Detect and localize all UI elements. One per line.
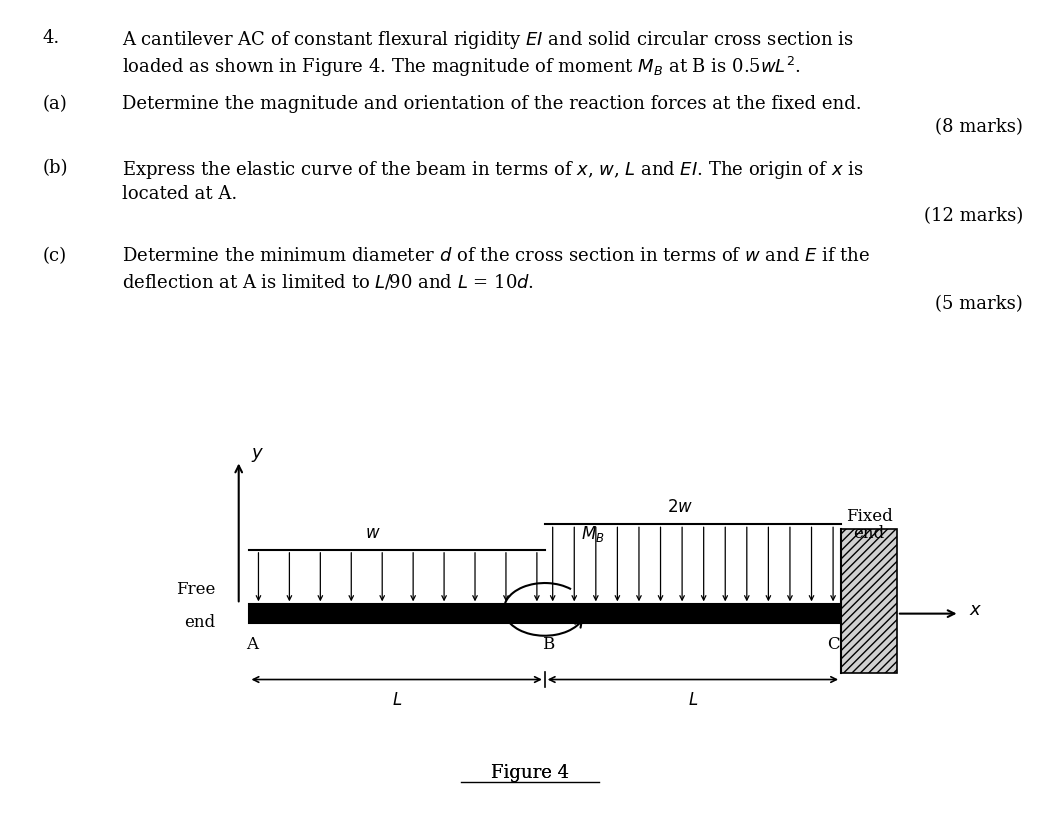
- Text: B: B: [542, 635, 554, 652]
- Text: A: A: [246, 635, 258, 652]
- Text: end: end: [853, 524, 884, 541]
- Text: Figure 4: Figure 4: [491, 763, 569, 782]
- Text: Express the elastic curve of the beam in terms of $x$, $w$, $L$ and $EI$. The or: Express the elastic curve of the beam in…: [122, 159, 863, 181]
- Text: $M_B$: $M_B$: [581, 524, 604, 544]
- Text: located at A.: located at A.: [122, 185, 237, 203]
- Text: Figure 4: Figure 4: [491, 763, 569, 782]
- Text: (12 marks): (12 marks): [923, 207, 1023, 225]
- Text: deflection at A is limited to $L$/90 and $L$ = 10$d$.: deflection at A is limited to $L$/90 and…: [122, 272, 534, 291]
- Text: $L$: $L$: [688, 691, 699, 709]
- Text: (c): (c): [42, 247, 67, 265]
- Text: A cantilever AC of constant flexural rigidity $EI$ and solid circular cross sect: A cantilever AC of constant flexural rig…: [122, 29, 854, 51]
- Text: Fixed: Fixed: [846, 507, 893, 524]
- Bar: [841, 529, 897, 673]
- Text: Determine the magnitude and orientation of the reaction forces at the fixed end.: Determine the magnitude and orientation …: [122, 95, 862, 113]
- Text: $2w$: $2w$: [667, 498, 693, 515]
- Text: Free: Free: [176, 580, 215, 598]
- Text: (a): (a): [42, 95, 67, 113]
- Text: (b): (b): [42, 159, 68, 177]
- Text: loaded as shown in Figure 4. The magnitude of moment $M_B$ at B is 0.5$wL^2$.: loaded as shown in Figure 4. The magnitu…: [122, 55, 800, 79]
- Text: (8 marks): (8 marks): [935, 118, 1023, 136]
- Text: $y$: $y$: [250, 445, 264, 464]
- Text: end: end: [184, 613, 215, 630]
- Text: $w$: $w$: [366, 524, 381, 541]
- Text: Determine the minimum diameter $d$ of the cross section in terms of $w$ and $E$ : Determine the minimum diameter $d$ of th…: [122, 247, 870, 265]
- Text: $x$: $x$: [969, 600, 983, 619]
- Text: C: C: [827, 635, 840, 652]
- Text: 4.: 4.: [42, 29, 59, 47]
- Bar: [249, 604, 841, 623]
- Text: $L$: $L$: [391, 691, 402, 709]
- Text: (5 marks): (5 marks): [935, 295, 1023, 313]
